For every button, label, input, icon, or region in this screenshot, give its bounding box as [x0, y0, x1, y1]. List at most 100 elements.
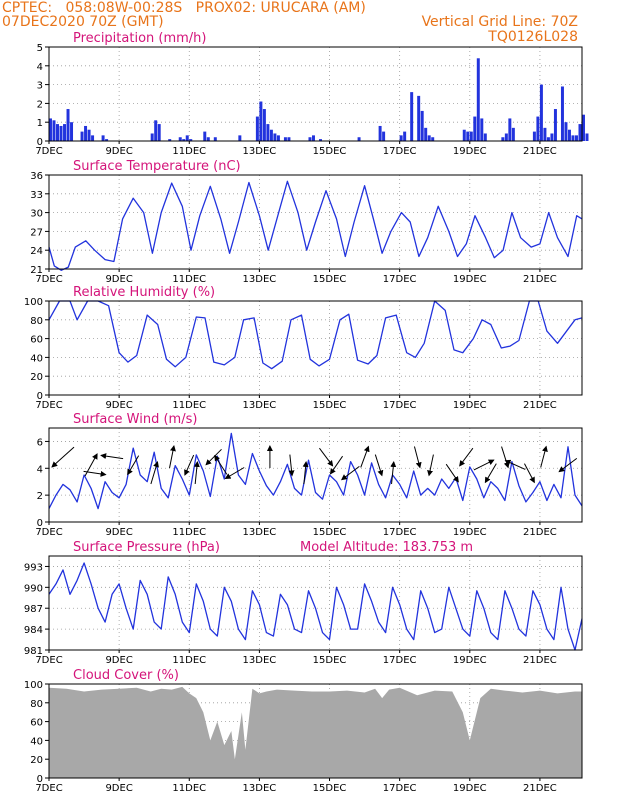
precip-bar — [473, 116, 477, 141]
precip-bar — [157, 124, 161, 141]
precip-bar — [501, 137, 505, 141]
pressure-ytick-label: 981 — [24, 646, 43, 657]
wind-arrow — [214, 454, 228, 475]
precipitation-xtick-label: 9DEC — [105, 146, 132, 157]
precip-bar — [87, 129, 91, 141]
humidity-xtick-label: 19DEC — [453, 400, 487, 411]
temperature-xtick-label: 21DEC — [523, 274, 557, 285]
wind-xtick-label: 9DEC — [105, 527, 132, 538]
precip-bar — [536, 116, 540, 141]
pressure-xtick-label: 21DEC — [523, 655, 557, 666]
precip-bar — [259, 101, 263, 141]
precip-bar — [168, 139, 172, 141]
wind-arrow — [319, 447, 334, 467]
wind-arrow — [205, 448, 222, 466]
precip-bar — [480, 118, 484, 141]
precip-bar — [417, 95, 421, 141]
precip-bar — [105, 139, 109, 141]
wind-arrow — [504, 459, 526, 470]
precip-bar — [66, 109, 70, 141]
temperature-ytick-label: 33 — [30, 190, 43, 201]
precip-bar — [185, 135, 189, 141]
wind-arrow — [540, 445, 548, 468]
precip-bar — [553, 109, 557, 141]
cloud-ytick-label: 0 — [37, 774, 43, 785]
temperature-ytick-label: 27 — [30, 227, 43, 238]
precip-bar — [543, 127, 547, 141]
wind-arrow — [288, 454, 295, 477]
precip-bar — [578, 124, 582, 141]
wind-arrow — [558, 457, 578, 473]
cloud-xtick-label: 15DEC — [313, 783, 347, 794]
temperature-title: Surface Temperature (nC) — [73, 159, 241, 174]
humidity-xtick-label: 21DEC — [523, 400, 557, 411]
precip-bar — [52, 120, 56, 141]
temperature-frame — [48, 174, 583, 270]
precip-bar — [203, 131, 207, 141]
header-station-line: CPTEC: 058:08W-00:28S PROX02: URUCARA (A… — [2, 0, 366, 16]
pressure-frame — [48, 555, 583, 651]
precip-bar — [539, 84, 543, 141]
precip-bar — [101, 135, 105, 141]
wind-arrow — [413, 446, 422, 469]
precip-bar — [311, 135, 315, 141]
precipitation-xtick-label: 13DEC — [243, 146, 277, 157]
wind-arrow — [427, 454, 434, 477]
humidity-xtick-label: 11DEC — [172, 400, 206, 411]
wind-arrow — [340, 465, 360, 481]
precipitation-xtick-label: 21DEC — [523, 146, 557, 157]
temperature-panel: 21 24 27 30 33 36 7DEC 9DEC 11DEC 13DEC 15DEC 17DEC… — [30, 159, 583, 285]
wind-arrow — [83, 470, 107, 477]
precipitation-ytick-label: 3 — [37, 81, 43, 92]
wind-ytick-label: 4 — [37, 464, 43, 475]
precip-bar — [582, 114, 585, 141]
precip-bar — [283, 137, 287, 141]
precip-bar — [378, 125, 382, 141]
cloud-frame — [48, 683, 583, 779]
cloud-xtick-label: 9DEC — [105, 783, 132, 794]
precip-bar — [431, 137, 435, 141]
precip-bar — [483, 133, 487, 141]
temperature-ytick-label: 21 — [30, 265, 43, 276]
humidity-ytick-label: 80 — [30, 316, 43, 327]
precip-bar — [532, 131, 536, 141]
precipitation-xtick-label: 17DEC — [383, 146, 417, 157]
wind-arrow — [524, 463, 535, 484]
cloud-xtick-label: 11DEC — [172, 783, 206, 794]
pressure-xtick-label: 13DEC — [243, 655, 277, 666]
precip-bar — [91, 135, 95, 141]
pressure-ytick-label: 984 — [24, 625, 43, 636]
cloud-ytick-label: 40 — [30, 736, 43, 747]
cloud-ytick-label: 80 — [30, 699, 43, 710]
wind-ytick-label: 6 — [37, 437, 43, 448]
temperature-ytick-label: 24 — [30, 246, 43, 257]
precip-bar — [276, 135, 280, 141]
wind-xtick-label: 11DEC — [172, 527, 206, 538]
pressure-line — [48, 562, 583, 651]
wind-arrow — [302, 461, 309, 485]
precip-bar — [504, 133, 508, 141]
wind-arrow — [169, 445, 176, 469]
precip-bar — [63, 124, 67, 141]
precip-bar — [266, 124, 270, 141]
wind-arrow — [459, 447, 474, 467]
humidity-xtick-label: 17DEC — [383, 400, 417, 411]
precipitation-xtick-label: 15DEC — [313, 146, 347, 157]
precip-bar — [56, 124, 59, 141]
cloud-cover-area — [49, 686, 582, 778]
precipitation-ytick-label: 2 — [37, 99, 43, 110]
precip-bar — [574, 135, 578, 141]
wind-xtick-label: 13DEC — [243, 527, 277, 538]
precip-bar — [511, 127, 515, 141]
precipitation-xtick-label: 19DEC — [453, 146, 487, 157]
precip-bar — [308, 137, 312, 141]
temperature-xtick-label: 11DEC — [172, 274, 206, 285]
wind-arrow — [127, 455, 140, 476]
precip-bar — [410, 92, 414, 141]
precipitation-ytick-label: 5 — [37, 43, 43, 54]
precip-bar — [560, 86, 564, 141]
precip-bar — [382, 131, 386, 141]
precip-bar — [546, 137, 550, 141]
temperature-xtick-label: 17DEC — [383, 274, 417, 285]
